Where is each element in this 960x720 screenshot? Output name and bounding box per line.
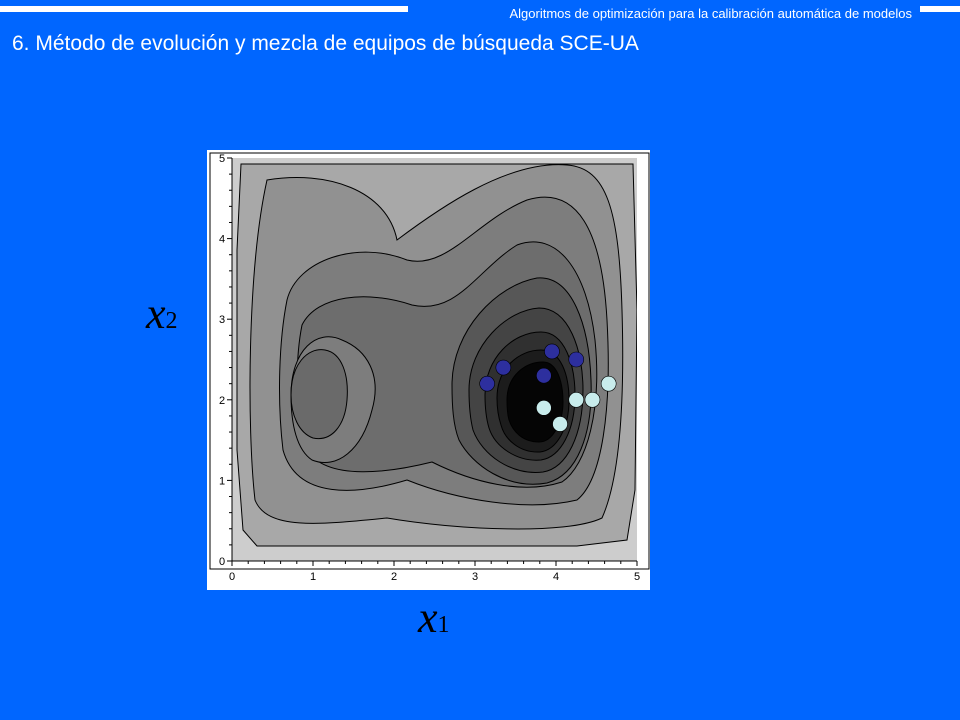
y-axis-label: x2: [146, 288, 178, 339]
x-tick-label: 3: [472, 571, 478, 583]
header-rule-left: [0, 6, 408, 12]
contour-layers: [232, 158, 637, 561]
dark-sample-point: [479, 375, 495, 392]
sample-points: [479, 343, 617, 432]
header-title: Algoritmos de optimización para la calib…: [509, 6, 913, 21]
y-tick-label: 0: [219, 556, 225, 568]
axes: [231, 158, 637, 562]
x-tick-label: 4: [553, 571, 559, 583]
y-tick-label: 5: [219, 153, 225, 165]
x-ticks: 0 1 2 3 4 5: [229, 561, 640, 583]
light-sample-point: [536, 400, 552, 416]
y-ticks: 0 1 2 3 4 5: [219, 153, 232, 568]
x-tick-label: 1: [310, 571, 316, 583]
dark-sample-point: [536, 367, 552, 384]
x-tick-label: 0: [229, 571, 235, 583]
y-tick-label: 3: [219, 314, 225, 326]
x-tick-label: 2: [391, 571, 397, 583]
header-rule-right: [920, 6, 960, 12]
y-tick-label: 2: [219, 395, 225, 407]
x-tick-label: 5: [634, 571, 640, 583]
light-sample-point: [600, 375, 617, 392]
y-axis-label-sub: 2: [165, 308, 178, 334]
dark-sample-point: [568, 351, 585, 368]
x-axis-label-sub: 1: [437, 612, 450, 638]
light-sample-point: [584, 392, 601, 408]
slide-title: 6. Método de evolución y mezcla de equip…: [12, 32, 639, 55]
x-axis-label-main: x: [418, 593, 438, 642]
x-axis-label: x1: [418, 592, 450, 643]
dark-sample-point: [544, 343, 560, 360]
light-sample-point: [568, 392, 585, 408]
dark-sample-point: [495, 359, 512, 376]
left-basin-inner: [290, 349, 348, 440]
y-tick-label: 4: [219, 234, 225, 246]
contour-plot: 0 1 2 3 4 5 0 1 2 3 4 5: [207, 150, 650, 590]
y-tick-label: 1: [219, 475, 225, 487]
contour-plot-svg: 0 1 2 3 4 5 0 1 2 3 4 5: [209, 152, 650, 583]
plot-frame: [209, 152, 650, 570]
light-sample-point: [552, 416, 568, 432]
y-axis-label-main: x: [146, 289, 166, 338]
